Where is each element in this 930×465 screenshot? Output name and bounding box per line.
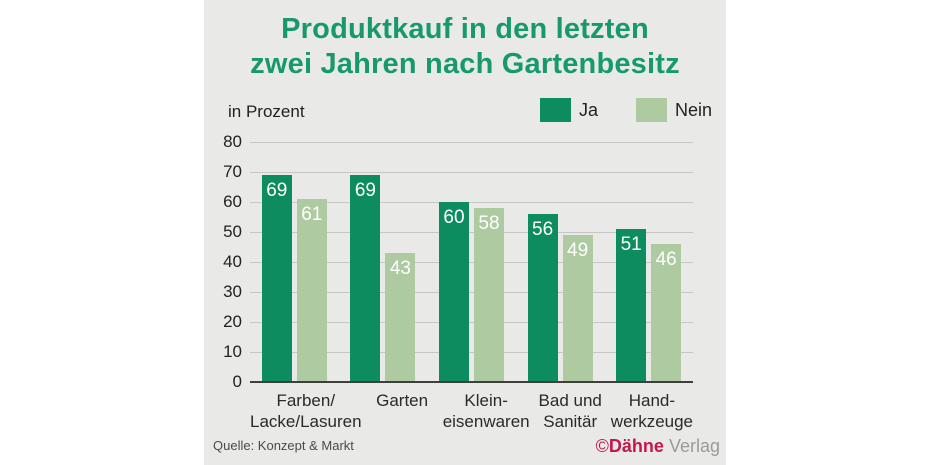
legend-swatch-ja-icon <box>539 98 571 122</box>
bar-group: 69 61 <box>250 142 339 382</box>
y-tick-label: 10 <box>223 342 242 361</box>
bar-nein: 61 <box>296 199 327 382</box>
bar-value-label: 60 <box>443 207 465 228</box>
gridline <box>250 352 693 353</box>
bar-nein: 43 <box>385 253 416 382</box>
bar-value-label: 61 <box>301 204 323 225</box>
bar-ja: 69 <box>350 175 381 382</box>
bar-ja: 60 <box>438 202 469 382</box>
bar-value-label: 46 <box>655 249 677 270</box>
y-tick-label: 80 <box>223 132 242 151</box>
y-tick-label: 0 <box>232 372 242 391</box>
legend: Ja Nein <box>539 98 712 122</box>
bar-ja: 69 <box>261 175 292 382</box>
legend-swatch-nein-icon <box>635 98 667 122</box>
gridline <box>250 262 693 263</box>
chart-panel: Produktkauf in den letzten zwei Jahren n… <box>204 0 726 465</box>
bar-group: 60 58 <box>427 142 516 382</box>
bar-value-label: 43 <box>389 258 411 279</box>
gridline <box>250 232 693 233</box>
copyright-icon: © <box>595 436 609 456</box>
bar-value-label: 56 <box>532 219 554 240</box>
legend-label-nein: Nein <box>674 99 712 120</box>
gridline <box>250 202 693 203</box>
gridline <box>250 292 693 293</box>
bar-value-label: 49 <box>567 240 589 261</box>
y-tick-label: 30 <box>223 282 242 301</box>
y-tick-label: 70 <box>223 162 242 181</box>
publisher-watermark: ©Dähne Verlag <box>596 436 720 457</box>
plot-area: 0 10 20 30 40 50 60 70 80 69 61 69 43 60 58 56 49 51 46 <box>223 132 693 391</box>
source-note: Quelle: Konzept & Markt <box>213 438 354 453</box>
bar-nein: 46 <box>651 244 682 382</box>
bar-groups: 69 61 69 43 60 58 56 49 51 46 <box>250 142 693 382</box>
category-label: Farben/ Lacke/Lasuren <box>250 391 362 431</box>
legend-label-ja: Ja <box>578 99 598 120</box>
y-tick-label: 60 <box>223 192 242 211</box>
bar-nein: 49 <box>562 235 593 382</box>
gridline <box>250 142 693 143</box>
publisher-name: Dähne <box>608 436 664 456</box>
y-tick-label: 40 <box>223 252 242 271</box>
category-axis: Farben/ Lacke/Lasuren Garten Klein- eisenw… <box>250 390 693 432</box>
bar-ja: 51 <box>616 229 647 382</box>
y-tick-label: 20 <box>223 312 242 331</box>
publisher-suffix: Verlag <box>668 436 720 456</box>
bar-value-label: 58 <box>478 213 500 234</box>
category-label: Garten <box>376 391 429 410</box>
bar-ja: 56 <box>527 214 558 382</box>
chart-title: Produktkauf in den letzten zwei Jahren n… <box>250 13 680 80</box>
category-label: Bad und Sanitär <box>538 391 602 431</box>
bar-value-label: 51 <box>620 234 642 255</box>
bar-group: 69 43 <box>339 142 428 382</box>
category-label: Klein- eisenwaren <box>442 391 530 431</box>
bar-nein: 58 <box>473 208 504 382</box>
legend-item-ja: Ja <box>539 98 598 122</box>
y-tick-label: 50 <box>223 222 242 241</box>
gridline <box>250 322 693 323</box>
bar-group: 56 49 <box>516 142 605 382</box>
bar-value-label: 69 <box>266 180 288 201</box>
legend-item-nein: Nein <box>635 98 712 122</box>
category-label: Hand- werkzeuge <box>610 391 694 431</box>
bar-group: 51 46 <box>604 142 693 382</box>
y-axis-unit-label: in Prozent <box>228 102 305 121</box>
gridline <box>250 172 693 173</box>
bar-value-label: 69 <box>354 180 376 201</box>
